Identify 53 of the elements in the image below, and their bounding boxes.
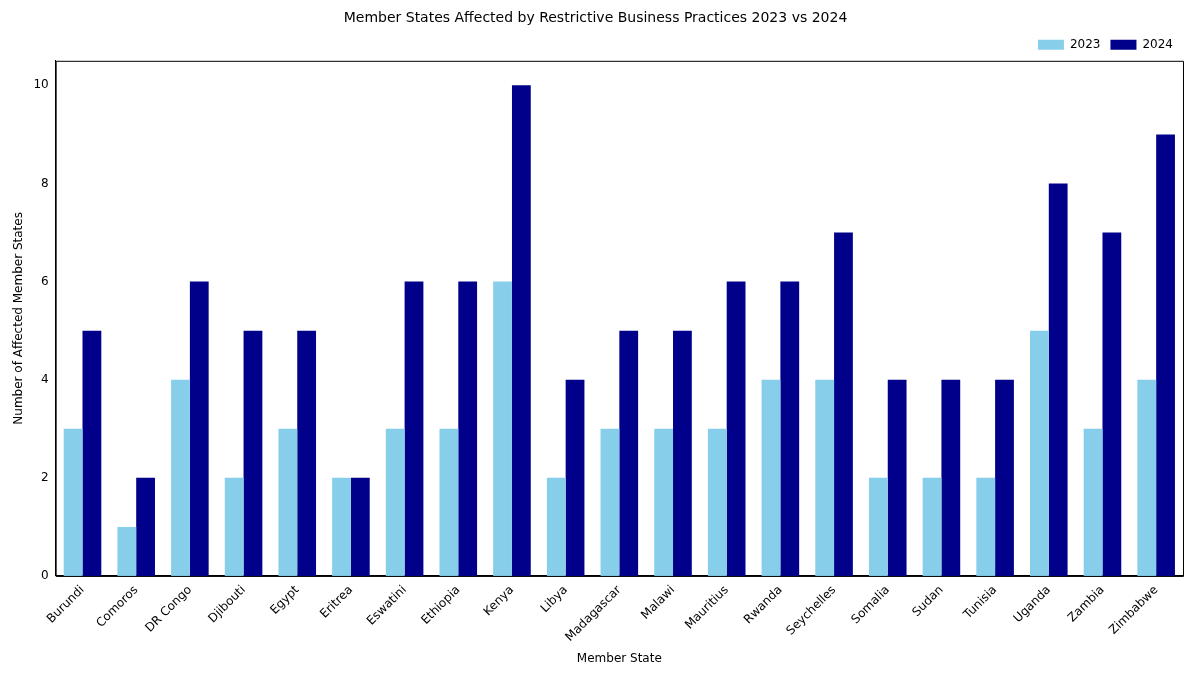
- x-axis-title: Member State: [576, 650, 662, 665]
- bar: [565, 379, 585, 576]
- bar: [458, 281, 478, 576]
- bar: [136, 477, 155, 576]
- bar: [297, 330, 317, 576]
- bar: [654, 428, 674, 576]
- bar: [1030, 330, 1049, 576]
- bar: [224, 477, 244, 576]
- bar: [780, 281, 800, 576]
- bar: [1048, 183, 1068, 576]
- bar: [673, 330, 692, 576]
- bar: [1083, 428, 1103, 576]
- y-tick-label: 10: [33, 77, 49, 92]
- bar: [511, 85, 531, 576]
- bar: [834, 232, 853, 576]
- bar: [868, 477, 888, 576]
- bar: [707, 428, 727, 576]
- bar: [439, 428, 459, 576]
- bar: [189, 281, 209, 576]
- y-tick-label: 4: [41, 371, 49, 386]
- bar: [995, 379, 1014, 576]
- bar: [1137, 379, 1157, 576]
- legend-label: 2024: [1142, 36, 1174, 51]
- bar: [619, 330, 639, 576]
- bar: [546, 477, 566, 576]
- y-tick-label: 0: [41, 568, 49, 583]
- y-axis-title: Number of Affected Member States: [11, 212, 26, 425]
- bar: [726, 281, 746, 576]
- bar: [171, 379, 190, 576]
- bar: [922, 477, 942, 576]
- bar: [82, 330, 102, 576]
- bar: [887, 379, 907, 576]
- bar: [941, 379, 961, 576]
- bar: [976, 477, 996, 576]
- bar: [600, 428, 620, 576]
- bar: [350, 477, 370, 576]
- bar: [117, 526, 137, 576]
- y-tick-label: 8: [41, 175, 49, 190]
- bar: [761, 379, 781, 576]
- bar: [1102, 232, 1122, 576]
- bar: [815, 379, 835, 576]
- y-tick-label: 6: [41, 273, 49, 288]
- bar: [1156, 134, 1175, 576]
- bar: [278, 428, 298, 576]
- bar: [493, 281, 512, 576]
- legend-label: 2023: [1069, 36, 1101, 51]
- bar: [404, 281, 424, 576]
- y-tick-label: 2: [41, 469, 49, 484]
- bar: [385, 428, 405, 576]
- bar: [243, 330, 263, 576]
- chart-title: Member States Affected by Restrictive Business Practices 2023 vs 2024: [343, 9, 848, 26]
- bar: [63, 428, 83, 576]
- bar: [332, 477, 351, 576]
